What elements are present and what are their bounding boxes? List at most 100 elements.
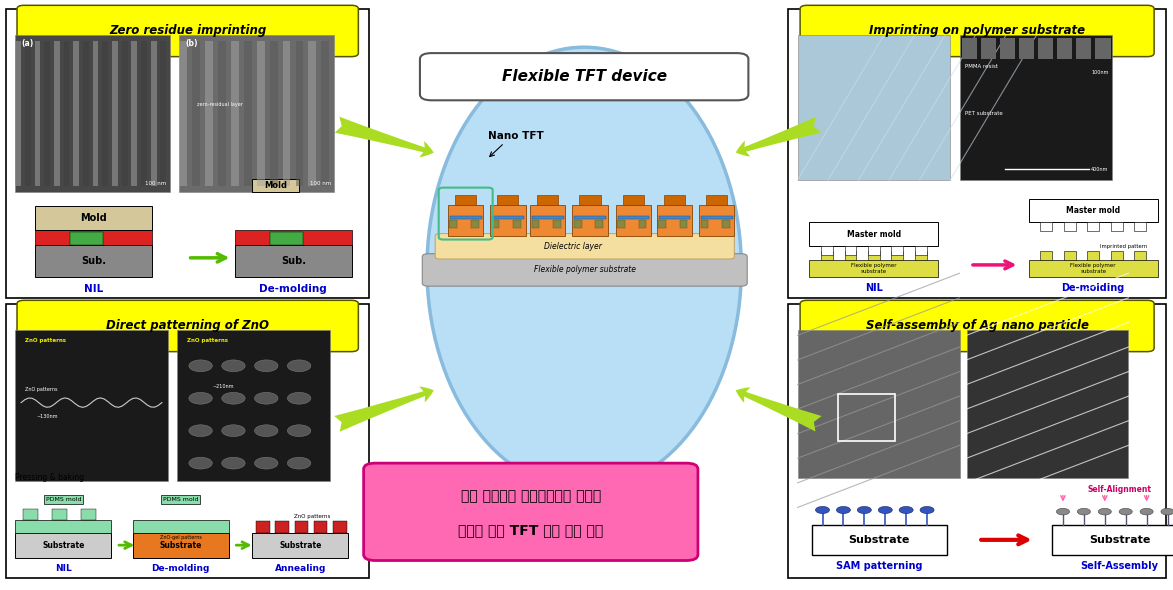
Text: 100nm: 100nm <box>1091 70 1108 75</box>
Bar <box>579 195 601 205</box>
Bar <box>700 216 732 219</box>
Circle shape <box>1140 509 1153 515</box>
Text: Self-Assembly: Self-Assembly <box>1080 562 1159 571</box>
Bar <box>235 230 352 245</box>
Bar <box>809 260 938 277</box>
Circle shape <box>879 506 893 513</box>
Text: ZnO patterns: ZnO patterns <box>293 514 331 519</box>
Bar <box>915 246 927 255</box>
Text: SAM patterning: SAM patterning <box>836 562 922 571</box>
Circle shape <box>222 425 245 437</box>
Bar <box>270 41 278 186</box>
Text: Nano TFT: Nano TFT <box>488 131 544 140</box>
Bar <box>999 38 1016 59</box>
Bar <box>1096 38 1111 59</box>
Text: zero-residual layer: zero-residual layer <box>197 101 243 107</box>
Text: 100 nm: 100 nm <box>310 181 331 186</box>
Text: 고성능 유연 TFT 제작 기술 개발: 고성능 유연 TFT 제작 기술 개발 <box>459 524 603 537</box>
Text: Flexible polymer
substrate: Flexible polymer substrate <box>1071 263 1116 274</box>
Bar <box>533 216 564 219</box>
Circle shape <box>900 506 914 513</box>
Bar <box>15 533 111 558</box>
Bar <box>845 246 856 255</box>
Text: ZnO patterns: ZnO patterns <box>25 338 66 343</box>
Bar <box>52 509 67 520</box>
Text: (a): (a) <box>21 39 33 48</box>
Text: Substrate: Substrate <box>1089 535 1151 545</box>
Bar <box>102 41 108 186</box>
Bar <box>231 41 239 186</box>
FancyBboxPatch shape <box>800 5 1154 57</box>
Bar <box>617 216 650 219</box>
Bar <box>868 251 880 260</box>
Circle shape <box>857 506 872 513</box>
Bar <box>1057 38 1072 59</box>
Circle shape <box>222 360 245 372</box>
Text: NIL: NIL <box>55 563 72 573</box>
Bar <box>455 195 476 205</box>
Bar <box>472 219 479 228</box>
Bar <box>891 246 903 255</box>
Text: PMMA resist: PMMA resist <box>965 64 998 69</box>
Bar <box>270 232 303 245</box>
Circle shape <box>836 506 850 513</box>
Bar <box>915 251 927 260</box>
FancyBboxPatch shape <box>788 304 1166 578</box>
Bar <box>257 41 265 186</box>
Bar <box>150 41 156 186</box>
Bar <box>891 251 903 260</box>
Bar <box>35 206 152 230</box>
Circle shape <box>1098 509 1111 515</box>
Circle shape <box>222 457 245 469</box>
Circle shape <box>287 360 311 372</box>
Text: Imprinting on polymer substrate: Imprinting on polymer substrate <box>869 24 1085 38</box>
Bar <box>1087 222 1099 231</box>
Bar <box>15 35 170 192</box>
Bar <box>131 41 137 186</box>
Circle shape <box>1119 509 1132 515</box>
Bar <box>700 219 708 228</box>
Text: De-molding: De-molding <box>259 284 327 294</box>
FancyBboxPatch shape <box>420 53 748 100</box>
Bar <box>35 230 152 245</box>
Bar <box>1111 251 1123 260</box>
Text: Substrate: Substrate <box>848 535 910 545</box>
Bar <box>283 41 291 186</box>
Bar <box>617 219 625 228</box>
FancyBboxPatch shape <box>16 300 359 352</box>
Bar <box>657 205 692 236</box>
Bar <box>537 195 558 205</box>
Bar <box>276 521 289 533</box>
FancyBboxPatch shape <box>6 304 369 578</box>
Bar <box>1087 251 1099 260</box>
Text: Self-Alignment: Self-Alignment <box>1087 485 1152 494</box>
Bar <box>23 509 39 520</box>
Bar <box>333 521 347 533</box>
Text: ~130nm: ~130nm <box>36 414 57 419</box>
Text: Sub.: Sub. <box>280 256 306 266</box>
Text: NIL: NIL <box>865 283 883 293</box>
Text: (b): (b) <box>185 39 198 48</box>
Bar <box>448 205 483 236</box>
Circle shape <box>255 457 278 469</box>
Text: 400nm: 400nm <box>1091 167 1108 172</box>
Bar <box>554 219 561 228</box>
Bar <box>623 195 644 205</box>
Bar <box>177 330 330 481</box>
FancyBboxPatch shape <box>364 463 698 560</box>
Bar <box>1064 251 1076 260</box>
Bar <box>845 251 856 260</box>
Bar <box>15 41 21 186</box>
Text: 100 nm: 100 nm <box>145 181 167 186</box>
Circle shape <box>255 360 278 372</box>
Text: Substrate: Substrate <box>160 540 202 550</box>
Text: Annealing: Annealing <box>274 563 326 573</box>
Bar <box>449 219 457 228</box>
Circle shape <box>287 457 311 469</box>
Bar <box>490 205 526 236</box>
Bar <box>179 41 188 186</box>
Bar <box>616 205 651 236</box>
Bar <box>308 41 317 186</box>
Text: Flexible polymer substrate: Flexible polymer substrate <box>534 266 636 274</box>
Bar <box>1134 251 1146 260</box>
